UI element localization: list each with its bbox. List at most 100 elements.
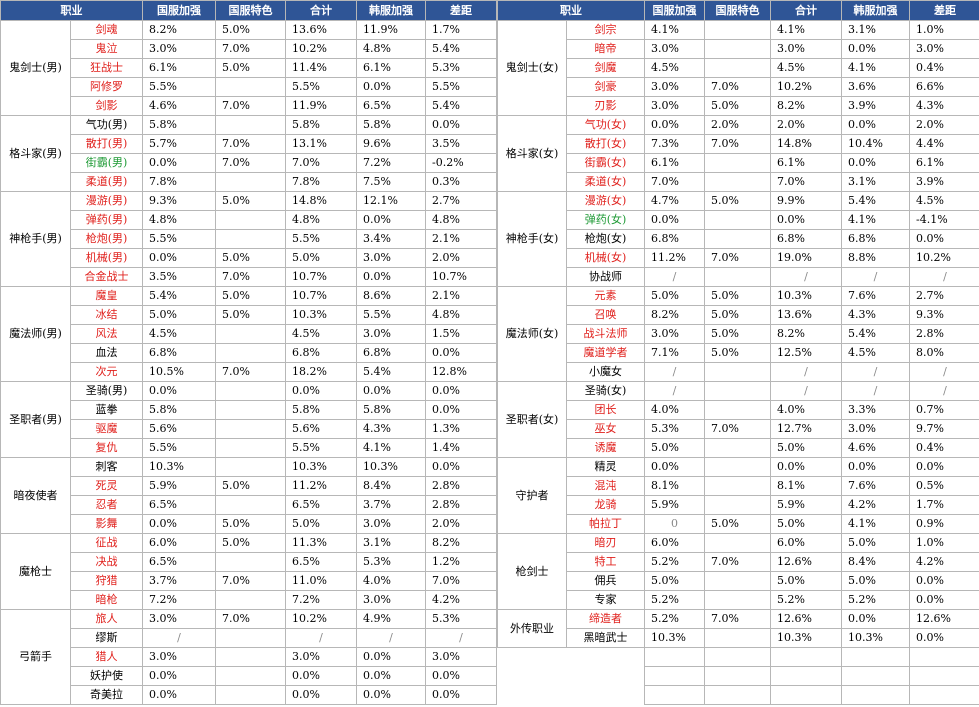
- total-value: 8.2%: [770, 324, 842, 344]
- diff-value: 5.5%: [425, 77, 497, 97]
- total-value: 7.0%: [285, 153, 357, 173]
- table-row: 剑影 4.6% 7.0% 11.9% 6.5% 5.4%: [1, 96, 497, 116]
- cn-buff-value: 5.8%: [142, 115, 216, 135]
- class-name: 阿修罗: [70, 77, 143, 97]
- cn-buff-value: 11.2%: [644, 248, 705, 268]
- total-value: 6.8%: [285, 343, 357, 363]
- table-row: 剑豪 3.0% 7.0% 10.2% 3.6% 6.6%: [498, 77, 979, 97]
- empty-cell: [644, 666, 705, 686]
- total-value: 0.0%: [285, 666, 357, 686]
- diff-value: 2.8%: [909, 324, 979, 344]
- group-name: 圣职者(男): [0, 381, 71, 458]
- total-value: 11.0%: [285, 571, 357, 591]
- total-value: 11.3%: [285, 533, 357, 553]
- cn-feature-value: [215, 628, 286, 648]
- cn-buff-value: 4.5%: [644, 58, 705, 78]
- cn-buff-value: 0.0%: [142, 685, 216, 705]
- total-value: /: [770, 381, 842, 401]
- total-value: 12.7%: [770, 419, 842, 439]
- kr-buff-value: 9.6%: [356, 134, 426, 154]
- group-name: 鬼剑士(男): [0, 20, 71, 116]
- kr-buff-value: 3.0%: [841, 419, 910, 439]
- kr-buff-value: 7.5%: [356, 172, 426, 192]
- kr-buff-value: 4.3%: [356, 419, 426, 439]
- cn-feature-value: 2.0%: [704, 115, 771, 135]
- header-kr-buff: 韩服加强: [841, 0, 910, 21]
- cn-feature-value: [704, 476, 771, 496]
- empty-cell: [704, 647, 771, 667]
- cn-buff-value: 6.8%: [142, 343, 216, 363]
- diff-value: 0.0%: [425, 115, 497, 135]
- class-name: 气功(女): [566, 115, 645, 135]
- total-value: 5.0%: [770, 514, 842, 534]
- kr-buff-value: 0.0%: [841, 153, 910, 173]
- group-name: 神枪手(男): [0, 191, 71, 287]
- table-row: 黑暗武士 10.3% 10.3% 10.3% 0.0%: [498, 628, 979, 648]
- empty-cell: [909, 647, 979, 667]
- total-value: 5.2%: [770, 590, 842, 610]
- table-row: 神枪手(男) 漫游(男) 9.3% 5.0% 14.8% 12.1% 2.7%: [0, 191, 497, 287]
- cn-feature-value: 5.0%: [704, 96, 771, 116]
- cn-feature-value: [215, 210, 286, 230]
- kr-buff-value: 5.8%: [356, 115, 426, 135]
- cn-feature-value: 7.0%: [215, 609, 286, 629]
- total-value: 5.5%: [285, 438, 357, 458]
- class-name: 精灵: [566, 457, 645, 477]
- diff-value: 4.2%: [425, 590, 497, 610]
- diff-value: 3.9%: [909, 172, 979, 192]
- total-value: 7.8%: [285, 172, 357, 192]
- class-name: 散打(女): [566, 134, 645, 154]
- cn-buff-value: 8.2%: [142, 20, 216, 40]
- cn-buff-value: 3.0%: [644, 96, 705, 116]
- total-value: 5.8%: [285, 400, 357, 420]
- table-row: 忍者 6.5% 6.5% 3.7% 2.8%: [1, 495, 497, 515]
- diff-value: 0.0%: [425, 343, 497, 363]
- class-name: 特工: [566, 552, 645, 572]
- cn-feature-value: 5.0%: [215, 533, 286, 553]
- diff-value: 2.0%: [425, 248, 497, 268]
- table-row: 魔枪士 征战 6.0% 5.0% 11.3% 3.1% 8.2%: [0, 533, 497, 610]
- total-value: 11.2%: [285, 476, 357, 496]
- diff-value: 2.8%: [425, 495, 497, 515]
- cn-feature-value: 5.0%: [215, 191, 286, 211]
- cn-feature-value: [215, 400, 286, 420]
- total-value: 8.2%: [770, 96, 842, 116]
- class-name: 次元: [70, 362, 143, 382]
- cn-buff-value: 6.8%: [644, 229, 705, 249]
- kr-buff-value: 3.1%: [356, 533, 426, 553]
- diff-value: 1.2%: [425, 552, 497, 572]
- table-row: 弓箭手 旅人 3.0% 7.0% 10.2% 4.9% 5.3%: [0, 609, 497, 705]
- class-name: 剑影: [70, 96, 143, 116]
- cn-buff-value: 0.0%: [644, 210, 705, 230]
- class-name: 混沌: [566, 476, 645, 496]
- total-value: 5.6%: [285, 419, 357, 439]
- kr-buff-value: 4.0%: [356, 571, 426, 591]
- cn-buff-value: 5.6%: [142, 419, 216, 439]
- cn-feature-value: [704, 628, 771, 648]
- diff-value: 0.0%: [425, 400, 497, 420]
- table-row: 混沌 8.1% 8.1% 7.6% 0.5%: [498, 476, 979, 496]
- kr-buff-value: 5.5%: [356, 305, 426, 325]
- table-row: 魔道学者 7.1% 5.0% 12.5% 4.5% 8.0%: [498, 343, 979, 363]
- diff-value: 3.0%: [909, 39, 979, 59]
- empty-row: [498, 647, 979, 667]
- cn-feature-value: 5.0%: [215, 476, 286, 496]
- cn-feature-value: [215, 172, 286, 192]
- cn-feature-value: [215, 590, 286, 610]
- diff-value: 2.7%: [425, 191, 497, 211]
- total-value: 0.0%: [285, 685, 357, 705]
- header-profession: 职业: [497, 0, 645, 21]
- cn-feature-value: 7.0%: [704, 77, 771, 97]
- class-name: 剑魂: [70, 20, 143, 40]
- class-name: 暗枪: [70, 590, 143, 610]
- diff-value: 1.0%: [909, 533, 979, 553]
- diff-value: 1.0%: [909, 20, 979, 40]
- total-value: /: [285, 628, 357, 648]
- cn-feature-value: [215, 495, 286, 515]
- empty-cell: [498, 686, 567, 705]
- total-value: 10.3%: [285, 457, 357, 477]
- diff-value: 0.4%: [909, 438, 979, 458]
- diff-value: 2.8%: [425, 476, 497, 496]
- total-value: 8.1%: [770, 476, 842, 496]
- cn-feature-value: 7.0%: [704, 248, 771, 268]
